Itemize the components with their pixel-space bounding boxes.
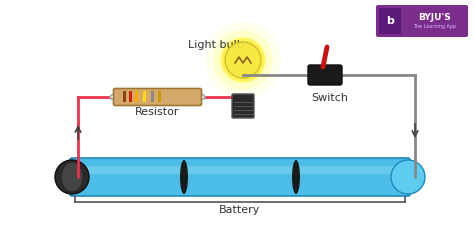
Bar [158, 91, 162, 102]
Bar [129, 91, 133, 102]
Circle shape [213, 30, 273, 90]
Ellipse shape [292, 160, 300, 194]
Text: Battery: Battery [219, 205, 261, 215]
Text: Switch: Switch [311, 93, 348, 103]
Ellipse shape [180, 160, 188, 194]
Circle shape [219, 36, 267, 84]
Ellipse shape [55, 160, 89, 194]
FancyBboxPatch shape [308, 65, 342, 85]
FancyBboxPatch shape [376, 5, 468, 37]
Circle shape [200, 95, 204, 99]
Bar [135, 91, 138, 102]
Circle shape [225, 42, 261, 78]
FancyBboxPatch shape [232, 94, 254, 118]
Text: BYJU'S: BYJU'S [419, 13, 451, 23]
FancyBboxPatch shape [76, 166, 404, 174]
Bar [143, 91, 146, 102]
FancyBboxPatch shape [113, 88, 201, 106]
Bar [123, 91, 127, 102]
Text: The Learning App: The Learning App [413, 24, 456, 29]
Text: b: b [386, 16, 394, 26]
Circle shape [205, 22, 281, 98]
Ellipse shape [62, 162, 82, 191]
Ellipse shape [391, 160, 425, 194]
FancyBboxPatch shape [379, 8, 401, 34]
Text: Resistor: Resistor [135, 107, 180, 117]
Bar [151, 91, 155, 102]
Circle shape [110, 95, 116, 99]
FancyBboxPatch shape [70, 158, 410, 196]
Text: Light bulb: Light bulb [188, 40, 244, 50]
Circle shape [221, 38, 265, 82]
